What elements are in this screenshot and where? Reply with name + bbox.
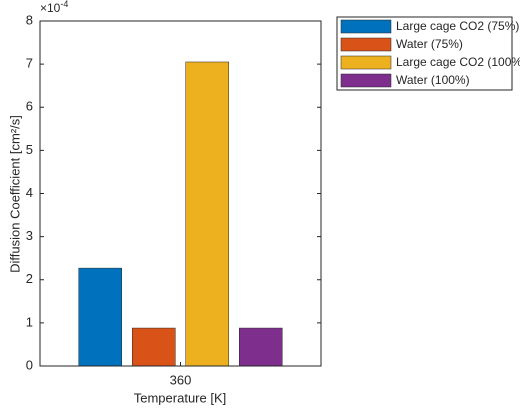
y-axis-label: Diffusion Coefficient [cm²/s]: [7, 115, 22, 273]
y-tick-label: 2: [26, 271, 33, 286]
legend-label: Water (100%): [396, 73, 470, 87]
y-exponent: ×10-4: [40, 0, 68, 15]
y-tick-label: 0: [26, 357, 33, 372]
legend-swatch: [340, 55, 392, 70]
y-exponent-base: ×10: [40, 1, 61, 15]
legend-label: Large cage CO2 (75%): [396, 19, 519, 33]
x-axis-label: Temperature [K]: [134, 390, 227, 405]
bar: [132, 327, 176, 367]
y-tick-label: 6: [26, 99, 33, 114]
legend-swatch: [340, 37, 392, 52]
legend-swatch: [340, 73, 392, 88]
bar: [239, 327, 283, 367]
y-tick-label: 7: [26, 56, 33, 71]
legend-label: Water (75%): [396, 37, 463, 51]
y-tick-label: 8: [26, 12, 33, 27]
legend-swatch: [340, 19, 392, 34]
y-tick-label: 4: [26, 185, 33, 200]
bar: [185, 61, 229, 367]
x-tick-label: 360: [170, 372, 192, 387]
y-tick-label: 5: [26, 142, 33, 157]
legend-label: Large cage CO2 (100%): [396, 55, 520, 69]
plot-frame: [39, 20, 322, 367]
y-tick-label: 1: [26, 314, 33, 329]
bar: [78, 267, 122, 367]
y-exponent-power: -4: [60, 0, 68, 9]
y-tick-label: 3: [26, 228, 33, 243]
